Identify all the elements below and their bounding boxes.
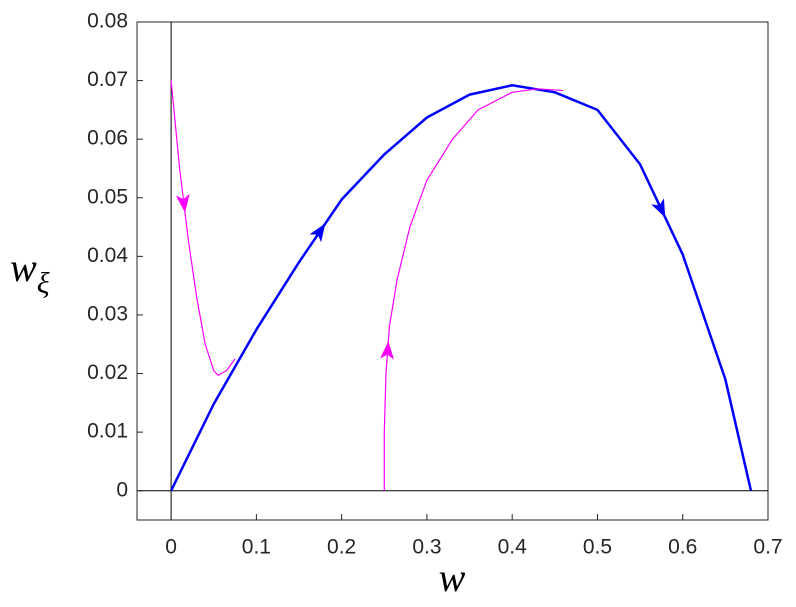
- direction-arrow: [175, 193, 190, 213]
- y-tick-label: 0.07: [87, 68, 128, 91]
- y-tick-label: 0.05: [87, 185, 128, 208]
- direction-arrow: [651, 198, 666, 218]
- x-tick-label: 0.7: [753, 536, 782, 559]
- x-tick-label: 0.6: [668, 536, 697, 559]
- trajectory: [169, 84, 753, 492]
- trajectory: [170, 80, 236, 376]
- y-label-subscript: ξ: [37, 267, 50, 300]
- x-tick-label: 0.2: [327, 536, 356, 559]
- y-tick-label: 0.08: [87, 10, 128, 33]
- x-tick-label: 0: [165, 536, 177, 559]
- trajectory: [383, 88, 564, 491]
- y-tick-label: 0.02: [87, 361, 128, 384]
- y-label-base: w: [10, 245, 37, 290]
- y-tick-label: 0: [116, 478, 128, 501]
- direction-arrow: [380, 341, 395, 360]
- y-tick-label: 0.06: [87, 127, 128, 150]
- x-tick-label: 0.1: [242, 536, 271, 559]
- x-tick-label: 0.5: [583, 536, 612, 559]
- y-tick-label: 0.04: [87, 244, 128, 267]
- y-tick-label: 0.03: [87, 302, 128, 325]
- direction-arrow: [309, 223, 326, 243]
- y-axis-label: wξ: [10, 245, 50, 300]
- y-tick-label: 0.01: [87, 420, 128, 443]
- x-axis-label: w: [439, 555, 466, 600]
- plot-area: [136, 21, 769, 521]
- x-tick-label: 0.3: [412, 536, 441, 559]
- x-tick-label: 0.4: [498, 536, 528, 559]
